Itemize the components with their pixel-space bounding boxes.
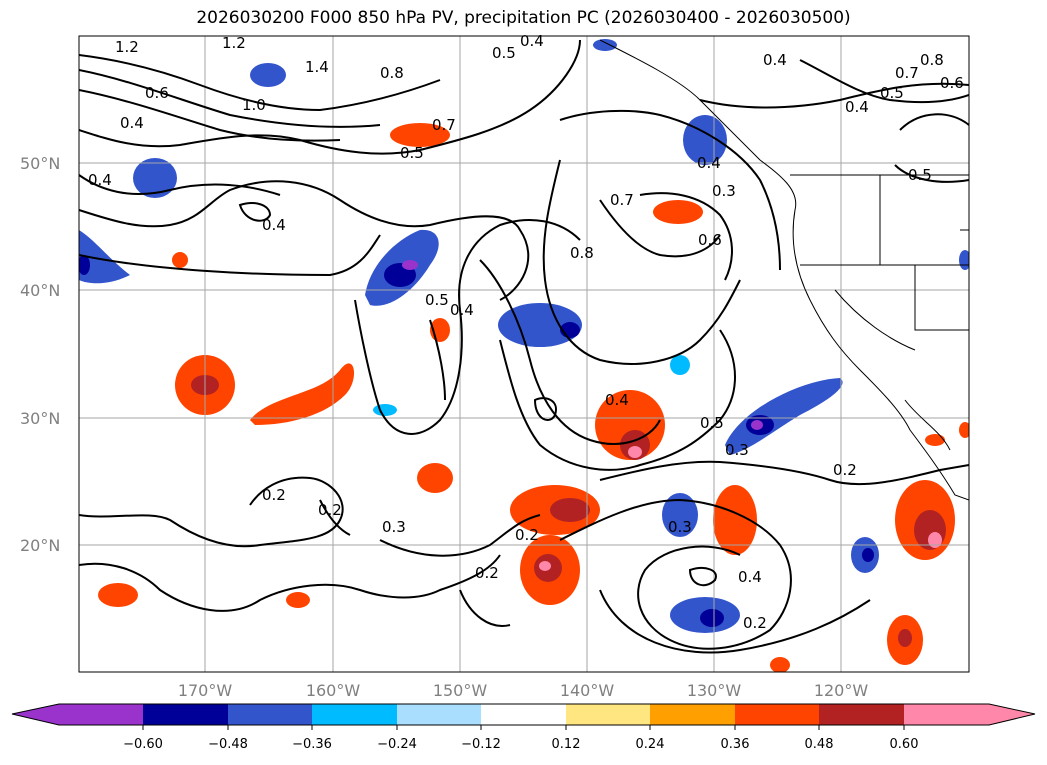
contour-label: 0.3 <box>668 518 692 536</box>
lat-label: 40°N <box>20 281 60 300</box>
colorbar-segment <box>819 704 904 725</box>
pv-contours <box>79 39 969 654</box>
contour-label: 0.6 <box>145 84 169 102</box>
contour-label: 0.4 <box>763 51 787 69</box>
contour-label: 0.5 <box>425 291 449 309</box>
contour-label: 0.4 <box>605 391 629 409</box>
contour-label: 0.4 <box>88 171 112 189</box>
colorbar-segment <box>12 704 143 725</box>
contour-label: 0.4 <box>520 32 544 50</box>
contour-label: 0.2 <box>475 564 499 582</box>
contour-label: 0.2 <box>318 501 342 519</box>
contour-label: 1.4 <box>305 58 329 76</box>
contour-label: 1.2 <box>222 34 246 52</box>
colorbar-segment <box>312 704 397 725</box>
contour-label: 0.4 <box>738 568 762 586</box>
lon-label: 170°W <box>178 681 233 700</box>
contour-label: 0.7 <box>895 64 919 82</box>
lon-label: 120°W <box>814 681 869 700</box>
map-title: 2026030200 F000 850 hPa PV, precipitatio… <box>196 8 851 28</box>
contour-label: 1.2 <box>115 38 139 56</box>
contour-label: 0.4 <box>697 154 721 172</box>
contour-label: 0.3 <box>712 182 736 200</box>
colorbar-tick-label: 0.60 <box>890 737 919 752</box>
contour-label: 0.7 <box>610 191 634 209</box>
colorbar-tick-label: −0.36 <box>292 737 332 752</box>
contour-label: 0.8 <box>920 51 944 69</box>
contour-label: 0.6 <box>940 74 964 92</box>
colorbar-tick-label: 0.24 <box>636 737 665 752</box>
colorbar-segment <box>566 704 650 725</box>
contour-label: 0.5 <box>908 166 932 184</box>
colorbar-segment <box>904 704 1035 725</box>
contour-label: 0.5 <box>492 44 516 62</box>
contour-label: 0.2 <box>515 526 539 544</box>
contour-label: 0.2 <box>262 486 286 504</box>
colorbar-tick-label: −0.24 <box>377 737 417 752</box>
contour-label: 0.3 <box>382 518 406 536</box>
lat-label: 50°N <box>20 154 60 173</box>
colorbar-segment <box>735 704 819 725</box>
contour-label: 0.7 <box>432 116 456 134</box>
colorbar-segment <box>397 704 481 725</box>
lon-label: 140°W <box>560 681 615 700</box>
colorbar-outline <box>11 703 1036 726</box>
latitude-labels: 50°N 40°N 30°N 20°N <box>20 154 60 555</box>
colorbar-tick-label: −0.12 <box>461 737 501 752</box>
contour-label: 0.4 <box>450 301 474 319</box>
contour-label: 0.3 <box>725 441 749 459</box>
contour-label: 0.6 <box>698 231 722 249</box>
map-area <box>79 36 969 672</box>
contour-label: 0.4 <box>120 114 144 132</box>
lon-label: 160°W <box>306 681 361 700</box>
colorbar-tick-label: 0.36 <box>721 737 750 752</box>
map-frame <box>78 35 970 673</box>
colorbar-tick-label: −0.48 <box>208 737 248 752</box>
lon-label: 150°W <box>433 681 488 700</box>
colorbar-segment <box>650 704 735 725</box>
contour-label: 0.8 <box>380 64 404 82</box>
colorbar-segment <box>143 704 228 725</box>
contour-label: 0.2 <box>743 614 767 632</box>
colorbar-tick-label: 0.48 <box>805 737 834 752</box>
colorbar-tick-label: −0.60 <box>123 737 163 752</box>
contour-label: 0.5 <box>700 414 724 432</box>
precip-positive-shading <box>98 123 969 672</box>
lon-label: 130°W <box>687 681 742 700</box>
colorbar: −0.60 −0.48 −0.36 −0.24 −0.12 0.12 0.24 … <box>11 703 1036 752</box>
contour-label: 0.5 <box>880 84 904 102</box>
contour-label: 0.5 <box>400 144 424 162</box>
lat-label: 20°N <box>20 536 60 555</box>
contour-labels: 1.2 1.2 1.4 0.8 1.0 0.6 0.4 0.5 0.4 0.4 … <box>88 32 964 632</box>
graticule <box>79 36 969 672</box>
contour-label: 1.0 <box>242 96 266 114</box>
colorbar-segment <box>228 704 312 725</box>
colorbar-segment <box>481 704 566 725</box>
contour-label: 0.4 <box>845 98 869 116</box>
longitude-labels: 170°W 160°W 150°W 140°W 130°W 120°W <box>178 681 869 700</box>
contour-label: 0.4 <box>262 216 286 234</box>
contour-label: 0.2 <box>833 461 857 479</box>
lat-label: 30°N <box>20 409 60 428</box>
contour-label: 0.8 <box>570 244 594 262</box>
colorbar-tick-label: 0.12 <box>552 737 581 752</box>
